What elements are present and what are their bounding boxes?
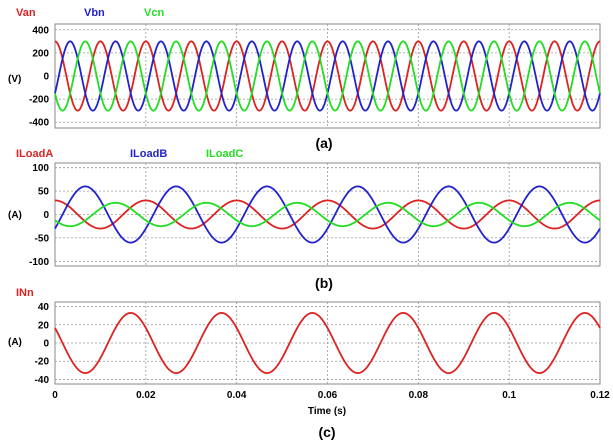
panel-a: Van Vbn Vcn (V) 400 200 0 -200 -400 (a)	[8, 7, 601, 151]
y-tick-label: 200	[32, 48, 49, 59]
x-tick-label: 0.06	[318, 390, 338, 401]
legend-vcn: Vcn	[144, 7, 164, 19]
ylabel-b: (A)	[8, 210, 22, 221]
y-tick-label: 40	[38, 302, 50, 313]
series-line-iloadc	[54, 201, 601, 228]
ylabel-c: (A)	[8, 337, 22, 348]
y-tick-label: 0	[43, 339, 49, 350]
plot-a: 400 200 0 -200 -400	[29, 23, 601, 129]
legend-inn: INn	[16, 287, 34, 299]
y-tick-label: 0	[43, 72, 49, 83]
series-line-vcn	[54, 40, 601, 112]
series-line-iloada	[54, 199, 601, 230]
x-tick-label: 0	[52, 390, 58, 401]
y-tick-label: -100	[29, 257, 49, 268]
plot-b: 100 50 0 -50 -100	[29, 162, 601, 268]
x-tick-label: 0.08	[409, 390, 429, 401]
y-tick-label: -50	[35, 233, 50, 244]
legend-van: Van	[16, 7, 36, 19]
x-tick-label: 0.12	[590, 390, 610, 401]
y-tick-label: -20	[35, 357, 50, 368]
legend-iloada: ILoadA	[16, 148, 53, 160]
y-tick-label: -40	[35, 375, 50, 386]
y-tick-label: 50	[38, 187, 50, 198]
y-tick-label: 0	[43, 210, 49, 221]
series-line-iloadb	[54, 185, 601, 244]
x-tick-label: 0.02	[136, 390, 156, 401]
series-line-inn	[54, 312, 601, 374]
y-tick-label: -200	[29, 95, 49, 106]
legend-iloadc: ILoadC	[206, 148, 243, 160]
xlabel-c: Time (s)	[308, 406, 346, 417]
y-tick-label: 100	[32, 163, 49, 174]
y-tick-label: -400	[29, 118, 49, 129]
x-tick-label: 0.04	[227, 390, 247, 401]
caption-a: (a)	[315, 135, 332, 151]
panel-b: ILoadA ILoadB ILoadC (A) 100 50 0 -50 -100 (…	[8, 148, 601, 291]
x-tick-label: 0.1	[502, 390, 516, 401]
y-tick-label: 20	[38, 320, 50, 331]
legend-vbn: Vbn	[84, 7, 105, 19]
y-tick-label: 400	[32, 25, 49, 36]
series-line-van	[54, 40, 601, 112]
ylabel-a: (V)	[8, 74, 21, 85]
caption-b: (b)	[315, 275, 333, 291]
legend-iloadb: ILoadB	[130, 148, 167, 160]
caption-c: (c)	[318, 424, 335, 440]
